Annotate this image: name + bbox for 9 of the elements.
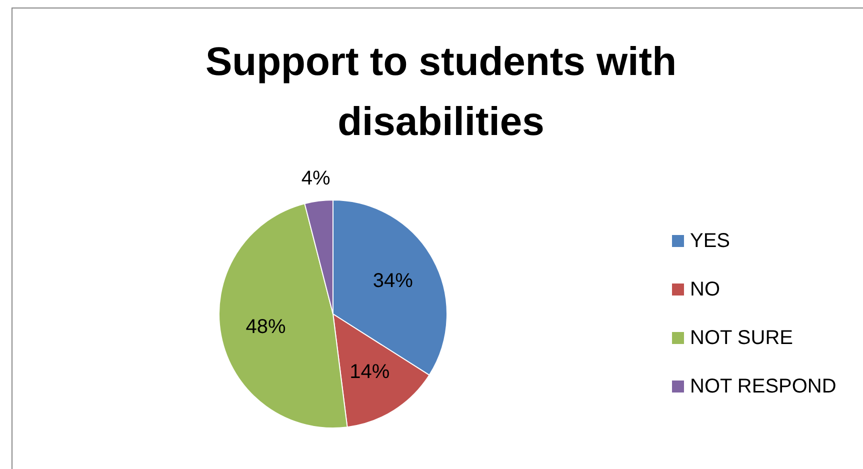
data-label: 48% <box>246 316 286 338</box>
legend-label: YES <box>690 230 730 252</box>
data-label: 4% <box>301 167 331 190</box>
legend-label: NO <box>690 278 720 300</box>
legend-label: NOT RESPOND <box>690 376 836 398</box>
chart-title: Support to students with disabilities <box>205 40 677 144</box>
data-label: 34% <box>372 270 414 292</box>
legend-label: NOT SURE <box>690 327 793 349</box>
data-label: 14% <box>350 360 390 383</box>
